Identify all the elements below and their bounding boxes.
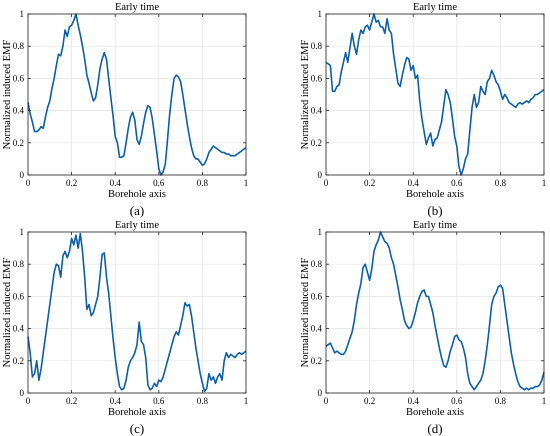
x-tick-label: 0.2 <box>66 396 77 406</box>
axes-frame <box>325 13 545 176</box>
chart-panel-1: 0 0.2 0.4 0.6 0.8 1 0 0.2 0.4 0.6 0.8 1 Early time Bo… <box>2 2 248 218</box>
y-tick-label: 1 <box>20 227 25 237</box>
x-tick-label: 1 <box>542 396 547 406</box>
x-tick-label: 0.4 <box>408 396 420 406</box>
y-tick-label: 0.6 <box>311 291 323 301</box>
x-tick-label: 1 <box>244 178 249 188</box>
y-tick-label: 0.2 <box>13 138 24 148</box>
chart-panel-4: 0 0.2 0.4 0.6 0.8 1 0 0.2 0.4 0.6 0.8 1 Early time Bo… <box>300 220 546 436</box>
y-tick-label: 0.2 <box>311 356 322 366</box>
y-tick-label: 0.4 <box>311 106 323 116</box>
plot-area <box>326 232 544 393</box>
panel-label: (d) <box>427 421 442 436</box>
x-axis-label: Borehole axis <box>108 189 166 200</box>
y-tick-label: 0.4 <box>311 324 323 334</box>
x-tick-label: 1 <box>542 178 547 188</box>
x-tick-label: 0 <box>26 178 31 188</box>
plot-area <box>326 14 544 175</box>
x-tick-label: 1 <box>244 396 249 406</box>
y-tick-label: 0 <box>318 388 323 398</box>
panel-label: (a) <box>130 203 144 218</box>
y-tick-label: 1 <box>318 227 323 237</box>
y-tick-label: 0.6 <box>13 73 25 83</box>
y-tick-label: 0.2 <box>13 356 24 366</box>
x-tick-label: 0.8 <box>197 396 209 406</box>
x-tick-label: 0.6 <box>451 178 463 188</box>
y-axis-label: Normalized induced EMF <box>2 258 13 368</box>
x-tick-label: 0.2 <box>364 178 375 188</box>
x-tick-label: 0.2 <box>66 178 77 188</box>
x-tick-label: 0 <box>26 396 31 406</box>
y-tick-label: 1 <box>20 9 25 19</box>
y-tick-label: 0.6 <box>13 291 25 301</box>
y-tick-label: 0.8 <box>311 41 323 51</box>
y-tick-label: 0 <box>20 170 25 180</box>
x-tick-label: 0.8 <box>495 178 507 188</box>
x-tick-label: 0.2 <box>364 396 375 406</box>
series-line <box>325 231 545 391</box>
axes-frame <box>27 13 247 176</box>
chart-title: Early time <box>115 2 159 13</box>
x-tick-label: 0.6 <box>153 396 165 406</box>
y-tick-label: 0.2 <box>311 138 322 148</box>
panel-label: (c) <box>130 421 144 436</box>
panel-label: (b) <box>427 203 442 218</box>
y-tick-label: 1 <box>318 9 323 19</box>
plot-area <box>28 14 246 175</box>
series-line <box>27 232 247 393</box>
y-axis-label: Normalized induced EMF <box>2 40 13 150</box>
x-axis-label: Borehole axis <box>406 407 464 418</box>
y-tick-label: 0.6 <box>311 73 323 83</box>
x-tick-label: 0 <box>324 178 329 188</box>
y-tick-label: 0.8 <box>13 41 25 51</box>
y-axis-label: Normalized induced EMF <box>300 258 311 368</box>
chart-title: Early time <box>413 2 457 13</box>
series-line <box>27 13 247 176</box>
series-line <box>325 13 545 176</box>
chart-panel-3: 0 0.2 0.4 0.6 0.8 1 0 0.2 0.4 0.6 0.8 1 Early time Bo… <box>2 220 248 436</box>
x-tick-label: 0.4 <box>110 396 122 406</box>
x-axis-label: Borehole axis <box>406 189 464 200</box>
axes-frame <box>27 231 247 394</box>
chart-panel-2: 0 0.2 0.4 0.6 0.8 1 0 0.2 0.4 0.6 0.8 1 Early time Bo… <box>300 2 546 218</box>
y-tick-label: 0 <box>318 170 323 180</box>
x-tick-label: 0.6 <box>451 396 463 406</box>
y-tick-label: 0.8 <box>13 259 25 269</box>
x-axis-label: Borehole axis <box>108 407 166 418</box>
x-tick-label: 0.4 <box>408 178 420 188</box>
axes-frame <box>325 231 545 394</box>
chart-title: Early time <box>115 220 159 231</box>
y-tick-label: 0 <box>20 388 25 398</box>
y-tick-label: 0.4 <box>13 324 25 334</box>
x-tick-label: 0.6 <box>153 178 165 188</box>
x-tick-label: 0.8 <box>197 178 209 188</box>
chart-title: Early time <box>413 220 457 231</box>
y-tick-label: 0.4 <box>13 106 25 116</box>
plot-area <box>28 232 246 393</box>
y-axis-label: Normalized induced EMF <box>300 40 311 150</box>
x-tick-label: 0.4 <box>110 178 122 188</box>
y-tick-label: 0.8 <box>311 259 323 269</box>
x-tick-label: 0 <box>324 396 329 406</box>
x-tick-label: 0.8 <box>495 396 507 406</box>
